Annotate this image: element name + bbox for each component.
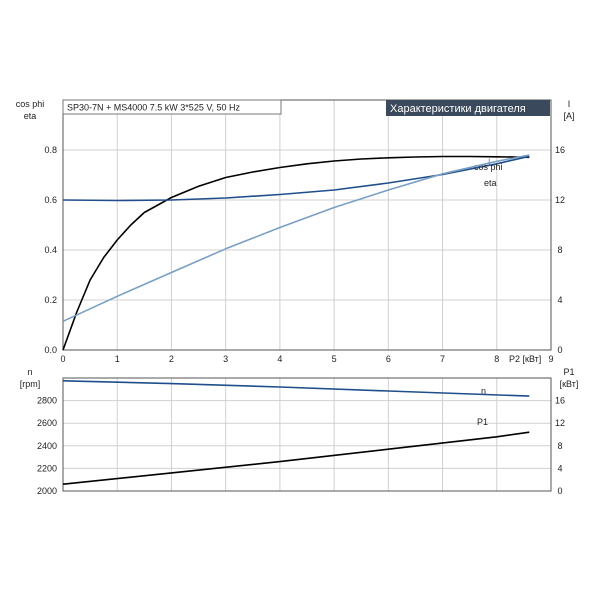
top-series-i (62, 154, 530, 323)
top-x-tick-label: 7 (440, 354, 445, 364)
bottom-right-tick-label: 16 (555, 396, 565, 406)
bottom-left-tick-label: 2000 (37, 486, 57, 496)
right-axis-title-2: [A] (563, 111, 574, 121)
bottom-right-tick-label: 8 (557, 441, 562, 451)
bottom-left-tick-label: 2400 (37, 441, 57, 451)
bottom-left-tick-label: 2200 (37, 463, 57, 473)
top-x-tick-label: 2 (169, 354, 174, 364)
title-box (386, 100, 550, 116)
x-axis-title: P2 [кВт] (509, 354, 541, 364)
top-left-tick-label: 0.2 (44, 295, 57, 305)
info-box (62, 99, 282, 115)
top-series-label-eta: eta (484, 178, 497, 188)
top-right-tick-label: 4 (557, 295, 562, 305)
top-x-tick-label: 9 (548, 354, 553, 364)
bottom-left-tick-label: 2600 (37, 418, 57, 428)
top-right-tick-label: 12 (555, 195, 565, 205)
bottom-right-axis-title-1: P1 (563, 367, 574, 377)
top-x-tick-label: 0 (60, 354, 65, 364)
top-series-label-cos-phi: cos phi (474, 162, 503, 172)
bottom-right-tick-label: 12 (555, 418, 565, 428)
bottom-grid (63, 378, 551, 491)
chart-info: SP30-7N + MS4000 7.5 kW 3*525 V, 50 Hz (67, 103, 241, 113)
top-grid (63, 100, 551, 350)
bottom-left-axis-title-1: n (27, 367, 32, 377)
top-series-eta (62, 155, 530, 351)
top-x-tick-label: 5 (332, 354, 337, 364)
bottom-series-label-n: n (481, 386, 486, 396)
top-right-tick-label: 16 (555, 145, 565, 155)
top-x-tick-label: 1 (115, 354, 120, 364)
top-left-tick-label: 0.4 (44, 245, 57, 255)
bottom-series: n P1 (62, 380, 530, 485)
bottom-right-tick-label: 0 (557, 486, 562, 496)
bottom-series-p1 (62, 431, 530, 485)
left-axis-title-2: eta (24, 111, 37, 121)
bottom-right-axis-title-2: [кВт] (560, 379, 579, 389)
top-left-tick-label: 0.0 (44, 345, 57, 355)
top-x-tick-label: 8 (494, 354, 499, 364)
bottom-plot-frame (62, 377, 552, 492)
top-left-tick-label: 0.8 (44, 145, 57, 155)
top-left-tick-label: 0.6 (44, 195, 57, 205)
bottom-left-axis-title-2: [rpm] (20, 379, 41, 389)
bottom-left-tick-label: 2800 (37, 396, 57, 406)
bottom-series-label-p1: P1 (477, 417, 488, 427)
left-axis-title-1: cos phi (16, 99, 45, 109)
top-plot-frame (62, 99, 552, 351)
top-series-label-i: I (488, 157, 491, 167)
bottom-series-n (62, 380, 530, 397)
top-series-cos-phi (62, 155, 530, 202)
top-x-tick-label: 4 (277, 354, 282, 364)
top-right-tick-label: 8 (557, 245, 562, 255)
top-x-tick-label: 6 (386, 354, 391, 364)
chart-title: Характеристики двигателя (390, 103, 526, 115)
right-axis-title-1: I (568, 99, 571, 109)
top-right-tick-label: 0 (557, 345, 562, 355)
top-x-tick-label: 3 (223, 354, 228, 364)
bottom-ticks: 2000 2200 2400 2600 2800 0 4 8 12 16 (37, 396, 565, 496)
bottom-right-tick-label: 4 (557, 463, 562, 473)
